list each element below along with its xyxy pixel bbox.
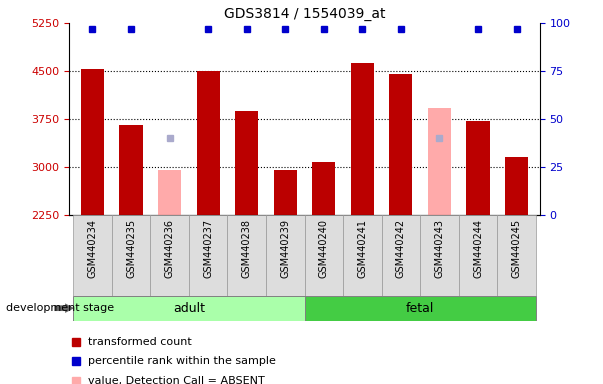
Text: development stage: development stage [6,303,114,313]
Bar [351,63,374,215]
Bar [274,170,297,215]
Text: adult: adult [173,302,205,314]
Text: GSM440236: GSM440236 [165,219,175,278]
Text: GSM440235: GSM440235 [126,219,136,278]
Text: GSM440234: GSM440234 [87,219,98,278]
Text: GSM440241: GSM440241 [358,219,367,278]
Text: GSM440239: GSM440239 [280,219,290,278]
Text: GSM440243: GSM440243 [434,219,444,278]
Bar [112,215,150,296]
Bar [305,296,536,321]
Bar [428,108,451,215]
Bar [189,215,227,296]
Bar [467,121,490,215]
Text: GSM440240: GSM440240 [319,219,329,278]
Bar [505,157,528,215]
Bar [150,215,189,296]
Text: fetal: fetal [406,302,434,314]
Bar [382,215,420,296]
Text: GSM440237: GSM440237 [203,219,213,278]
Text: transformed count: transformed count [88,337,192,347]
Bar [73,215,112,296]
Text: GSM440238: GSM440238 [242,219,251,278]
Bar [73,296,305,321]
Bar [119,126,142,215]
Text: percentile rank within the sample: percentile rank within the sample [88,356,276,366]
Bar [312,162,335,215]
Bar [497,215,536,296]
Text: GSM440244: GSM440244 [473,219,483,278]
Bar [227,215,266,296]
Text: GSM440242: GSM440242 [396,219,406,278]
Title: GDS3814 / 1554039_at: GDS3814 / 1554039_at [224,7,385,21]
Bar [81,69,104,215]
Bar [266,215,305,296]
Bar [420,215,459,296]
Bar [343,215,382,296]
Text: value, Detection Call = ABSENT: value, Detection Call = ABSENT [88,376,265,384]
Bar [197,71,219,215]
Text: GSM440245: GSM440245 [511,219,522,278]
Bar [158,170,181,215]
Bar [459,215,497,296]
Bar [390,74,412,215]
Bar [235,111,258,215]
Bar [305,215,343,296]
